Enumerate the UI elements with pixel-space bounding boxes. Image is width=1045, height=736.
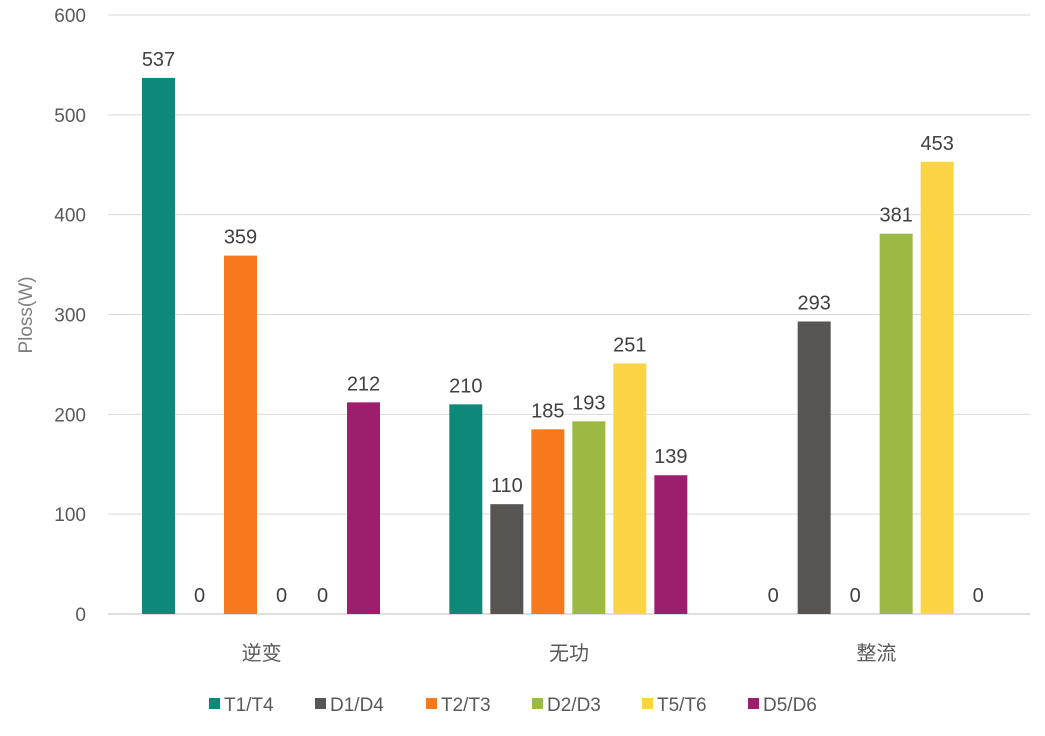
legend-label: T1/T4 (224, 695, 274, 716)
gridlines (108, 14, 1030, 615)
y-tick-label: 400 (54, 206, 86, 227)
data-label: 453 (920, 133, 953, 155)
legend-swatch (748, 698, 759, 709)
bar (224, 255, 257, 614)
data-label: 185 (531, 400, 564, 422)
y-tick-label: 600 (54, 6, 86, 27)
legend-swatch (315, 698, 326, 709)
data-label: 139 (654, 446, 687, 468)
x-axis-ticks: 逆变 无功 整流 (242, 642, 897, 665)
data-label: 381 (879, 205, 912, 227)
legend-swatch (642, 698, 653, 709)
legend-swatch (532, 698, 543, 709)
data-label: 210 (449, 375, 482, 397)
legend-swatch (209, 698, 220, 709)
bar (797, 321, 831, 614)
y-axis-label: Ploss(W) (16, 276, 37, 353)
legend: T1/T4 D1/D4 T2/T3 D2/D3 T5/T6 D5/D6 (209, 695, 817, 716)
data-label: 359 (224, 227, 257, 249)
legend-item: T5/T6 (642, 695, 707, 716)
data-label: 293 (797, 292, 830, 314)
legend-item: D5/D6 (748, 695, 817, 716)
legend-item: T2/T3 (426, 695, 491, 716)
x-tick-label: 整流 (856, 642, 896, 665)
bar (142, 77, 175, 614)
bar (449, 404, 483, 614)
x-tick-label: 无功 (549, 642, 589, 665)
data-label: 537 (142, 49, 175, 71)
bar (654, 475, 688, 614)
legend-item: D1/D4 (315, 695, 384, 716)
data-labels: 537 0 359 0 0 212 210 110 185 193 251 139 0 293 0 381 45… (142, 49, 984, 607)
legend-label: D5/D6 (763, 695, 817, 716)
legend-label: D2/D3 (547, 695, 601, 716)
x-tick-label: 逆变 (242, 642, 282, 665)
bar (347, 402, 380, 614)
legend-label: D1/D4 (330, 695, 384, 716)
bar (531, 429, 565, 614)
legend-label: T5/T6 (657, 695, 707, 716)
bar (613, 363, 647, 614)
data-label: 110 (491, 475, 523, 497)
y-tick-label: 300 (54, 306, 86, 327)
data-label: 0 (973, 585, 984, 607)
legend-swatch (426, 698, 437, 709)
y-tick-label: 500 (54, 106, 86, 127)
legend-label: T2/T3 (441, 695, 491, 716)
y-axis-ticks: 0 100 200 300 400 500 600 (54, 6, 86, 626)
y-tick-label: 0 (75, 605, 86, 626)
data-label: 0 (850, 585, 861, 607)
data-label: 0 (276, 585, 287, 607)
bar (920, 161, 954, 614)
bar (572, 421, 606, 614)
bars (142, 77, 954, 614)
data-label: 0 (768, 585, 779, 607)
y-tick-label: 200 (54, 405, 86, 426)
data-label: 193 (572, 392, 605, 414)
legend-item: D2/D3 (532, 695, 601, 716)
bar (879, 233, 913, 614)
data-label: 0 (317, 585, 328, 607)
y-tick-label: 100 (54, 505, 86, 526)
bar (490, 504, 524, 614)
data-label: 0 (194, 585, 205, 607)
data-label: 251 (613, 334, 646, 356)
legend-item: T1/T4 (209, 695, 274, 716)
data-label: 212 (347, 373, 380, 395)
